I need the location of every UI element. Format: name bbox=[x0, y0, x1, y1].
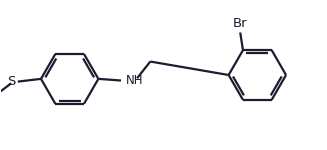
Text: NH: NH bbox=[126, 74, 143, 87]
Text: S: S bbox=[7, 75, 16, 88]
Text: Br: Br bbox=[233, 17, 248, 30]
